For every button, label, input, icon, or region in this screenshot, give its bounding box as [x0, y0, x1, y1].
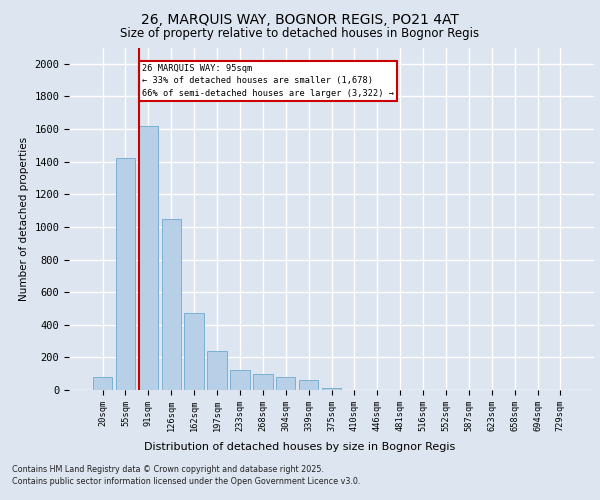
Bar — [208, 351, 227, 390]
Text: 26 MARQUIS WAY: 95sqm
← 33% of detached houses are smaller (1,678)
66% of semi-d: 26 MARQUIS WAY: 95sqm ← 33% of detached … — [142, 64, 394, 98]
Bar — [322, 388, 341, 390]
Text: Contains HM Land Registry data © Crown copyright and database right 2025.: Contains HM Land Registry data © Crown c… — [12, 466, 324, 474]
Bar — [230, 370, 250, 390]
Y-axis label: Number of detached properties: Number of detached properties — [19, 136, 29, 301]
Bar — [116, 158, 135, 390]
Text: Contains public sector information licensed under the Open Government Licence v3: Contains public sector information licen… — [12, 476, 361, 486]
Bar — [253, 374, 272, 390]
Bar — [161, 219, 181, 390]
Bar — [139, 126, 158, 390]
Text: Distribution of detached houses by size in Bognor Regis: Distribution of detached houses by size … — [145, 442, 455, 452]
Text: 26, MARQUIS WAY, BOGNOR REGIS, PO21 4AT: 26, MARQUIS WAY, BOGNOR REGIS, PO21 4AT — [141, 12, 459, 26]
Bar — [184, 314, 204, 390]
Bar — [93, 377, 112, 390]
Bar — [299, 380, 319, 390]
Bar — [276, 377, 295, 390]
Text: Size of property relative to detached houses in Bognor Regis: Size of property relative to detached ho… — [121, 28, 479, 40]
